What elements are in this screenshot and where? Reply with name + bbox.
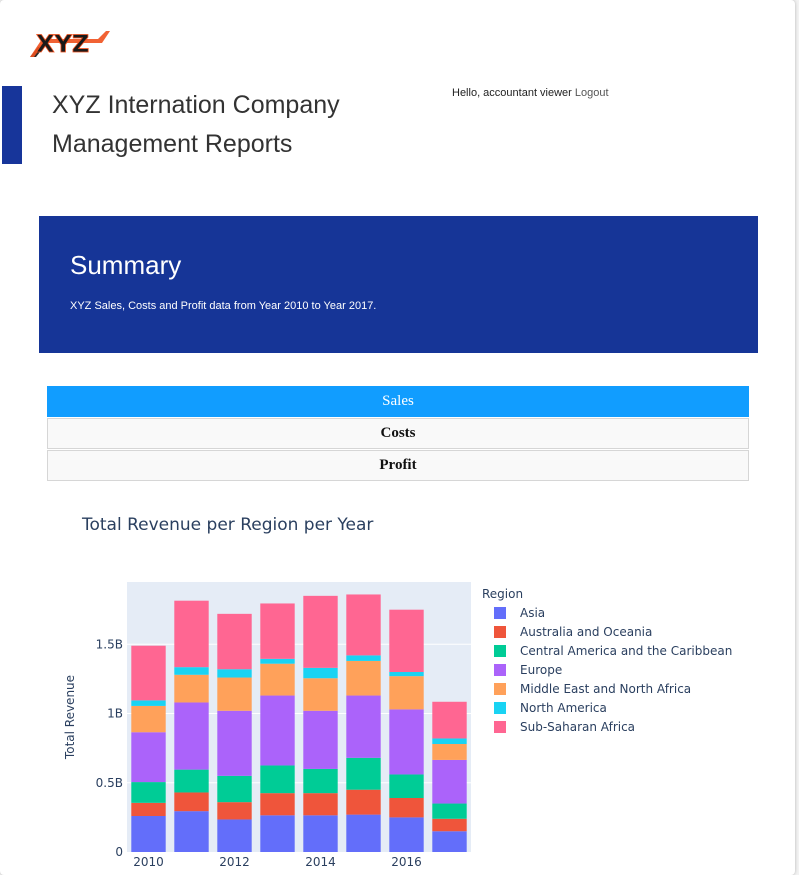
bar-segment (131, 700, 166, 706)
x-tick-label: 2012 (219, 855, 250, 869)
legend-label: North America (520, 701, 607, 715)
bar-segment (260, 695, 295, 766)
bar-segment (174, 667, 209, 675)
legend-title: Region (482, 587, 523, 601)
bar-segment (260, 658, 295, 664)
bar-segment (217, 775, 252, 803)
summary-text: XYZ Sales, Costs and Profit data from Ye… (70, 300, 377, 312)
bar-segment (260, 603, 295, 659)
bar-segment (303, 793, 338, 816)
bar-segment (131, 732, 166, 783)
bar-segment (346, 655, 381, 661)
bar-segment (346, 814, 381, 852)
bar-segment (346, 594, 381, 656)
legend-swatch (494, 607, 506, 619)
bar-segment (432, 744, 467, 760)
bar-segment (217, 802, 252, 820)
bar-segment (389, 672, 424, 677)
bar-segment (303, 595, 338, 668)
bar-segment (303, 768, 338, 794)
bar-segment (389, 676, 424, 710)
legend-label: Europe (520, 663, 562, 677)
bar-segment (346, 757, 381, 790)
title-accent-bar (2, 86, 22, 164)
y-tick-label: 0.5B (96, 776, 123, 790)
bar-segment (131, 802, 166, 816)
bar-segment (217, 710, 252, 776)
x-tick-label: 2014 (305, 855, 336, 869)
legend-swatch (494, 664, 506, 676)
report-tabs: Sales Costs Profit (47, 386, 749, 481)
bar-segment (260, 793, 295, 816)
bar-segment (432, 701, 467, 739)
bar-segment (260, 815, 295, 852)
summary-banner: Summary XYZ Sales, Costs and Profit data… (39, 216, 758, 353)
bar-segment (217, 669, 252, 678)
summary-heading: Summary (70, 250, 182, 280)
bar-segment (346, 660, 381, 696)
bar-segment (303, 667, 338, 679)
legend-swatch (494, 645, 506, 657)
x-tick-label: 2016 (391, 855, 422, 869)
bar-segment (174, 674, 209, 703)
bar-segment (131, 705, 166, 733)
page-title-line2: Management Reports (52, 130, 293, 158)
chart-title: Total Revenue per Region per Year (82, 515, 374, 535)
bar-segment (432, 803, 467, 819)
bar-segment (432, 818, 467, 832)
legend-label: Asia (520, 606, 545, 620)
bar-segment (389, 817, 424, 852)
greeting-text: Hello, accountant viewer (452, 87, 572, 99)
page-title: XYZ Internation Company Management Repor… (52, 86, 340, 164)
revenue-chart: 0 0.5B 1B 1.5B 2010 2012 2014 2016 Total Revenue… (63, 582, 732, 869)
y-tick-label: 1B (107, 707, 123, 721)
legend-swatch (494, 683, 506, 695)
user-greeting: Hello, accountant viewer Logout (452, 87, 609, 99)
bar-segment (217, 613, 252, 670)
legend-swatch (494, 626, 506, 638)
bar-segment (346, 789, 381, 815)
bar-segment (389, 709, 424, 775)
bar-segment (432, 738, 467, 744)
page-title-line1: XYZ Internation Company (52, 91, 340, 119)
legend-label: Sub-Saharan Africa (520, 720, 635, 734)
legend-label: Australia and Oceania (520, 625, 652, 639)
y-axis-label: Total Revenue (63, 675, 77, 760)
bar-segment (389, 798, 424, 818)
tab-costs[interactable]: Costs (47, 418, 749, 449)
tab-sales[interactable]: Sales (47, 386, 749, 417)
legend-swatch (494, 702, 506, 714)
bar-segment (389, 774, 424, 798)
bar-segment (131, 645, 166, 701)
bar-segment (131, 782, 166, 803)
bar-segment (432, 831, 467, 852)
bar-segment (174, 702, 209, 770)
bar-segment (174, 792, 209, 812)
bar-segment (260, 765, 295, 794)
x-tick-label: 2010 (133, 855, 164, 869)
bar-segment (217, 677, 252, 711)
bar-segment (432, 759, 467, 804)
logout-link[interactable]: Logout (574, 87, 609, 99)
y-tick-label: 0 (115, 845, 123, 859)
bar-segment (303, 710, 338, 769)
bar-segment (303, 815, 338, 852)
bar-segment (131, 816, 166, 852)
bar-segment (346, 695, 381, 758)
bar-segment (260, 663, 295, 696)
bar-segment (174, 600, 209, 668)
bar-segment (389, 609, 424, 672)
bar-segment (303, 678, 338, 711)
bar-segment (217, 819, 252, 852)
tab-profit[interactable]: Profit (47, 450, 749, 481)
legend-label: Central America and the Caribbean (520, 644, 732, 658)
y-tick-label: 1.5B (96, 637, 123, 651)
svg-text:XYZ: XYZ (36, 30, 89, 58)
company-logo[interactable]: XYZ (30, 27, 110, 58)
legend-label: Middle East and North Africa (520, 682, 691, 696)
bar-segment (174, 811, 209, 852)
legend-swatch (494, 721, 506, 733)
bar-segment (174, 769, 209, 793)
